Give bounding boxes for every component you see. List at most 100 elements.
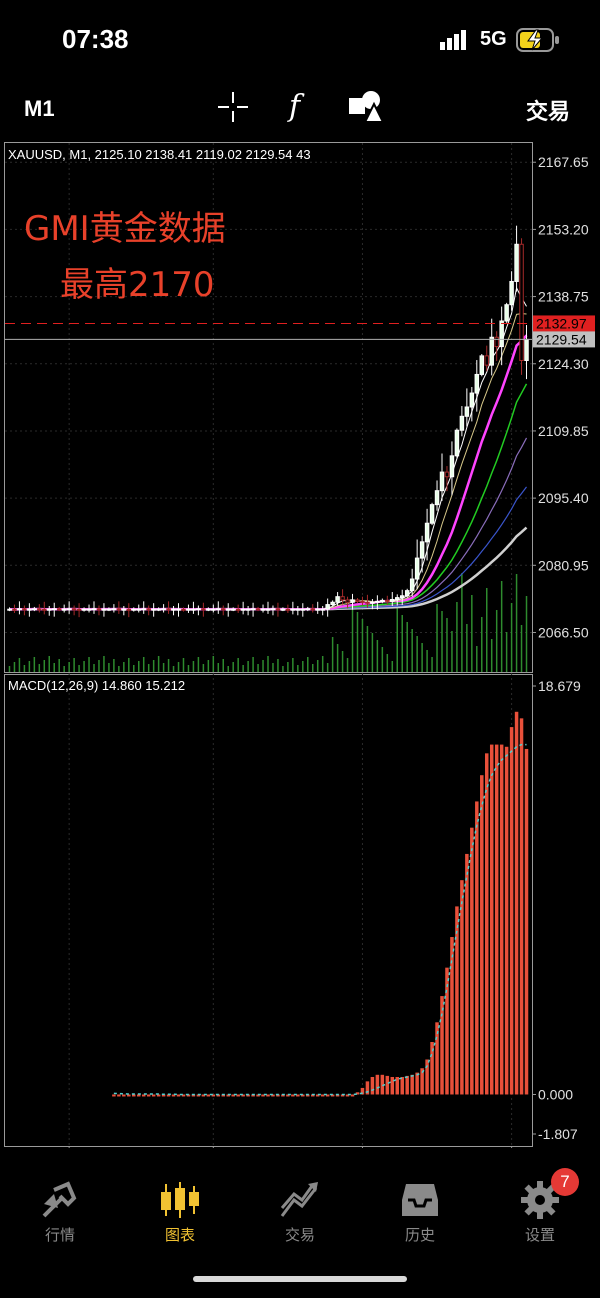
objects-icon[interactable] [347, 88, 383, 124]
candle-up [111, 608, 117, 611]
candle-up [206, 608, 211, 611]
candle-down [385, 599, 390, 602]
macd-tick-label: 18.679 [538, 678, 581, 694]
macd-histogram-bar [256, 1094, 260, 1097]
candle-up [380, 599, 385, 602]
crosshair-icon[interactable] [216, 90, 250, 124]
candle-up [290, 608, 296, 611]
candle-up [414, 557, 420, 580]
bottom-tab-bar: 行情 图表 交易 历史 [0, 1170, 600, 1250]
macd-histogram-bar [226, 1094, 230, 1097]
macd-histogram-bar [375, 1074, 380, 1095]
candle-down [76, 608, 82, 611]
candle-up [91, 608, 97, 611]
candle-up [524, 338, 529, 362]
tab-label: 行情 [44, 1227, 75, 1244]
macd-histogram-bar [191, 1094, 196, 1097]
candle-down [494, 336, 499, 348]
macd-histogram-bar [489, 744, 494, 1095]
macd-histogram-bar [186, 1094, 191, 1097]
macd-histogram-bar [340, 1094, 345, 1097]
tab-label: 交易 [284, 1227, 315, 1244]
macd-histogram-bar [485, 753, 489, 1095]
candle-up [216, 608, 221, 611]
candle-up [409, 578, 415, 592]
candle-down [126, 608, 132, 611]
macd-histogram-bar [365, 1081, 370, 1095]
macd-histogram-bar [360, 1087, 365, 1095]
chart-area[interactable]: 2167.65 2153.20 2138.75 2124.30 2109.85 2095.… [4, 142, 596, 1148]
candle-up [499, 320, 504, 348]
price-chart[interactable]: 2167.65 2153.20 2138.75 2124.30 2109.85 2095.… [4, 142, 596, 1148]
macd-histogram-bar [514, 711, 519, 1095]
macd-histogram-bar [415, 1072, 419, 1095]
candle-up [245, 608, 251, 611]
candle-down [96, 608, 102, 611]
candle-down [71, 608, 77, 611]
candle-down [12, 608, 17, 611]
macd-histogram-bar [470, 827, 474, 1095]
candle-up [325, 604, 330, 610]
macd-histogram-bar [460, 880, 464, 1095]
trade-button[interactable]: 交易 [526, 99, 571, 124]
period-button[interactable]: M1 [24, 96, 55, 121]
candle-up [464, 406, 470, 417]
macd-tick-label: -1.807 [538, 1126, 578, 1142]
svg-text:f: f [287, 89, 305, 124]
macd-histogram-bar [499, 744, 504, 1095]
macd-histogram-bar [301, 1094, 305, 1097]
candle-down [37, 608, 42, 611]
macd-histogram-bar [524, 748, 529, 1095]
candle-up [86, 608, 92, 611]
macd-histogram-bar [141, 1094, 146, 1097]
candle-up [230, 608, 236, 611]
candle-up [479, 355, 485, 375]
macd-histogram-bar [231, 1094, 235, 1097]
macd-histogram-bar [156, 1094, 161, 1097]
macd-histogram-bar [420, 1068, 424, 1095]
symbol-info: XAUUSD, M1, 2125.10 2138.41 2119.02 2129… [8, 147, 311, 162]
macd-histogram-bar [196, 1094, 201, 1097]
macd-histogram-bar [465, 853, 469, 1095]
candle-up [265, 608, 271, 611]
macd-histogram-bar [395, 1076, 399, 1095]
battery-charging-icon [516, 28, 559, 52]
candle-up [66, 608, 72, 611]
macd-histogram-bar [296, 1094, 300, 1097]
candle-up [514, 243, 519, 282]
tab-label: 图表 [164, 1227, 195, 1244]
candle-up [300, 608, 306, 611]
status-bar: 07:38 5G [0, 0, 600, 80]
macd-histogram-bar [206, 1094, 211, 1097]
candle-up [399, 595, 405, 599]
macd-histogram-bar [201, 1094, 206, 1097]
macd-histogram-bar [400, 1076, 404, 1095]
candle-up [295, 608, 301, 611]
macd-histogram-bar [122, 1094, 126, 1097]
macd-histogram-bar [480, 775, 484, 1095]
candle-up [141, 608, 146, 611]
home-indicator[interactable] [193, 1276, 407, 1282]
macd-histogram-bar [519, 718, 524, 1095]
candle-up [151, 608, 156, 611]
candle-up [61, 608, 67, 611]
macd-histogram-bar [494, 744, 499, 1095]
candle-down [56, 608, 62, 611]
candle-up [489, 336, 494, 366]
status-time: 07:38 [62, 24, 129, 54]
macd-histogram-bar [435, 1022, 439, 1095]
candle-up [176, 608, 181, 611]
candle-up [131, 608, 137, 611]
candle-down [310, 608, 315, 611]
candle-up [434, 490, 440, 506]
function-icon[interactable]: f [284, 88, 314, 124]
candle-up [156, 608, 161, 611]
price-tick-label: 2138.75 [538, 289, 589, 305]
candle-up [305, 608, 311, 611]
macd-histogram-bar [455, 906, 459, 1095]
candle-down [285, 608, 291, 611]
price-tick-label: 2124.30 [538, 356, 589, 372]
candle-up [17, 608, 22, 611]
candle-up [509, 280, 514, 306]
bid-price-box [533, 331, 595, 348]
